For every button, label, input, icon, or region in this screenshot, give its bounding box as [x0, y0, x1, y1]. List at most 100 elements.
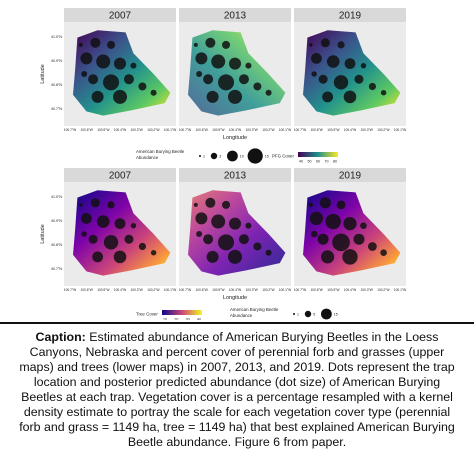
x-tick-label: 100.1°W	[394, 288, 406, 292]
color-bar	[298, 152, 338, 157]
trap-dot	[380, 90, 387, 96]
trap-dot	[107, 201, 115, 209]
trap-dot	[138, 82, 147, 91]
trap-dot	[91, 90, 104, 103]
trap-dot	[229, 217, 241, 230]
x-tick-label: 100.7°W	[179, 128, 191, 132]
x-axis-label: Longitude	[223, 135, 247, 141]
trap-dot	[103, 74, 120, 91]
trap-dot	[360, 222, 367, 229]
panel-title: 2013	[224, 11, 247, 22]
trap-dot	[238, 234, 249, 245]
x-tick-label: 100.6°W	[311, 128, 323, 132]
legend-label: 10	[163, 318, 167, 321]
trap-dot	[81, 71, 88, 77]
legend-label: 80	[333, 160, 337, 164]
trap-dot	[113, 89, 127, 104]
x-tick-label: 100.1°W	[279, 288, 291, 292]
trap-dot	[205, 37, 216, 48]
x-tick-label: 100.7°W	[294, 288, 306, 292]
trap-dot	[113, 250, 127, 264]
trap-dot	[211, 214, 226, 229]
trap-dot	[195, 212, 208, 225]
trap-dot	[88, 74, 99, 85]
x-tick-label: 100.6°W	[196, 128, 208, 132]
x-tick-label: 100.2°W	[262, 288, 274, 292]
x-tick-label: 100.6°W	[196, 288, 208, 292]
legend-dot	[304, 310, 312, 318]
legend-label: 30	[186, 318, 190, 321]
x-tick-label: 100.1°W	[164, 128, 176, 132]
x-tick-label: 100.2°W	[147, 288, 159, 292]
x-tick-label: 100.6°W	[81, 288, 93, 292]
y-tick-label: 41.0°N	[51, 35, 62, 39]
caption: Caption: Estimated abundance of American…	[14, 330, 460, 450]
trap-dot	[311, 71, 317, 77]
trap-dot	[310, 230, 318, 238]
x-tick-label: 100.5°W	[97, 128, 109, 132]
caption-text: Estimated abundance of American Burying …	[19, 330, 455, 449]
trap-dot	[326, 55, 340, 68]
trap-dot	[196, 71, 203, 77]
x-tick-label: 100.5°W	[97, 288, 109, 292]
trap-dot	[130, 222, 137, 229]
panel-title: 2013	[224, 171, 247, 182]
trap-dot	[311, 53, 322, 64]
trap-dot	[150, 89, 157, 96]
x-tick-label: 100.1°W	[394, 128, 406, 132]
trap-dot	[92, 251, 103, 263]
legend-title: PFG Cover	[272, 154, 294, 159]
x-tick-label: 100.4°W	[344, 128, 356, 132]
trap-dot	[218, 234, 235, 251]
panel-title: 2019	[339, 11, 362, 22]
legend-dot	[199, 155, 201, 157]
trap-dot	[228, 249, 242, 264]
trap-dot	[150, 250, 157, 256]
trap-dot	[253, 82, 262, 91]
panel-strip	[64, 168, 176, 182]
legend-label: 40	[299, 160, 303, 164]
trap-dot	[360, 62, 367, 69]
trap-dot	[325, 213, 341, 230]
trap-dot	[309, 211, 323, 225]
x-tick-label: 100.3°W	[246, 288, 258, 292]
trap-dot	[130, 62, 137, 69]
trap-dot	[206, 250, 219, 263]
y-tick-label: 40.9°N	[51, 59, 62, 63]
legend-label: 3	[219, 155, 221, 159]
trap-dot	[222, 200, 231, 209]
trap-dot	[308, 202, 313, 208]
legend-label: 1	[297, 313, 299, 317]
x-tick-label: 100.1°W	[164, 288, 176, 292]
trap-dot	[96, 215, 110, 228]
y-tick-label: 40.8°N	[51, 83, 62, 87]
trap-dot	[342, 249, 358, 265]
legend-dot	[247, 148, 263, 164]
panel-strip	[64, 8, 176, 22]
panel-title: 2019	[339, 171, 362, 182]
legend-dot	[321, 308, 332, 320]
x-tick-label: 100.4°W	[229, 128, 241, 132]
trap-dot	[80, 52, 93, 65]
trap-dot	[193, 42, 198, 47]
trap-dot	[320, 38, 330, 48]
trap-dot	[343, 217, 357, 231]
x-tick-label: 100.3°W	[131, 128, 143, 132]
trap-dot	[203, 234, 214, 245]
legend-label: 5	[313, 313, 315, 317]
trap-dot	[96, 54, 111, 69]
trap-dot	[319, 197, 331, 209]
trap-dot	[309, 43, 313, 47]
trap-dot	[81, 231, 87, 237]
trap-dot	[206, 90, 219, 103]
trap-dot	[138, 242, 146, 251]
y-tick-label: 40.9°N	[51, 219, 62, 223]
trap-dot	[203, 74, 214, 85]
trap-dot	[196, 231, 203, 237]
x-tick-label: 100.2°W	[377, 288, 389, 292]
trap-dot	[205, 197, 216, 208]
x-tick-label: 100.3°W	[361, 288, 373, 292]
trap-dot	[245, 62, 252, 69]
trap-dot	[354, 74, 364, 84]
legend-label: 60	[316, 160, 320, 164]
